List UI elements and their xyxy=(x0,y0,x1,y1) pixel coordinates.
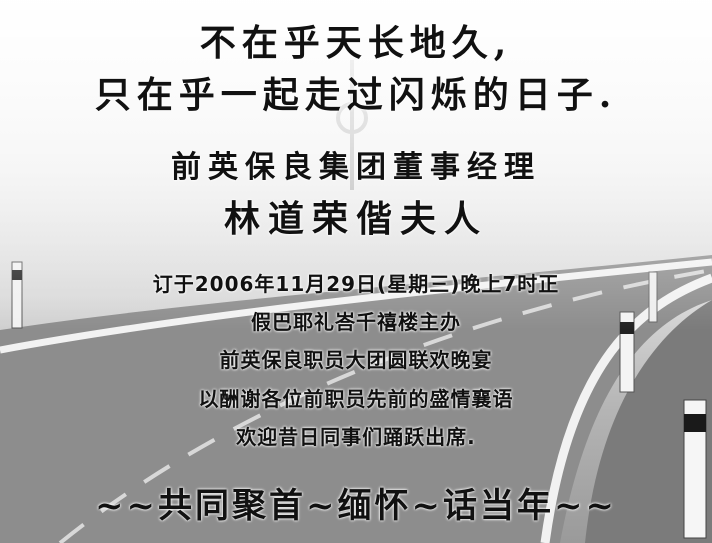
detail-line-4: 以酬谢各位前职员先前的盛情襄语 xyxy=(198,387,514,411)
heading-line-1: 不在乎天长地久, xyxy=(199,22,513,64)
detail-line-3: 前英保良职员大团圆联欢晚宴 xyxy=(219,348,493,372)
host-title: 前英保良集团董事经理 xyxy=(171,150,541,185)
detail-line-2: 假巴耶礼峇千禧楼主办 xyxy=(251,310,461,334)
detail-line-5: 欢迎昔日同事们踊跃出席. xyxy=(236,425,476,449)
grass-right xyxy=(585,300,712,543)
host-name: 林道荣偕夫人 xyxy=(223,198,488,240)
detail-line-1: 订于2006年11月29日(星期三)晚上7时正 xyxy=(152,272,560,296)
slogan: ~~共同聚首~缅怀~话当年~~ xyxy=(95,486,617,526)
heading-line-2: 只在乎一起走过闪烁的日子. xyxy=(94,74,618,116)
